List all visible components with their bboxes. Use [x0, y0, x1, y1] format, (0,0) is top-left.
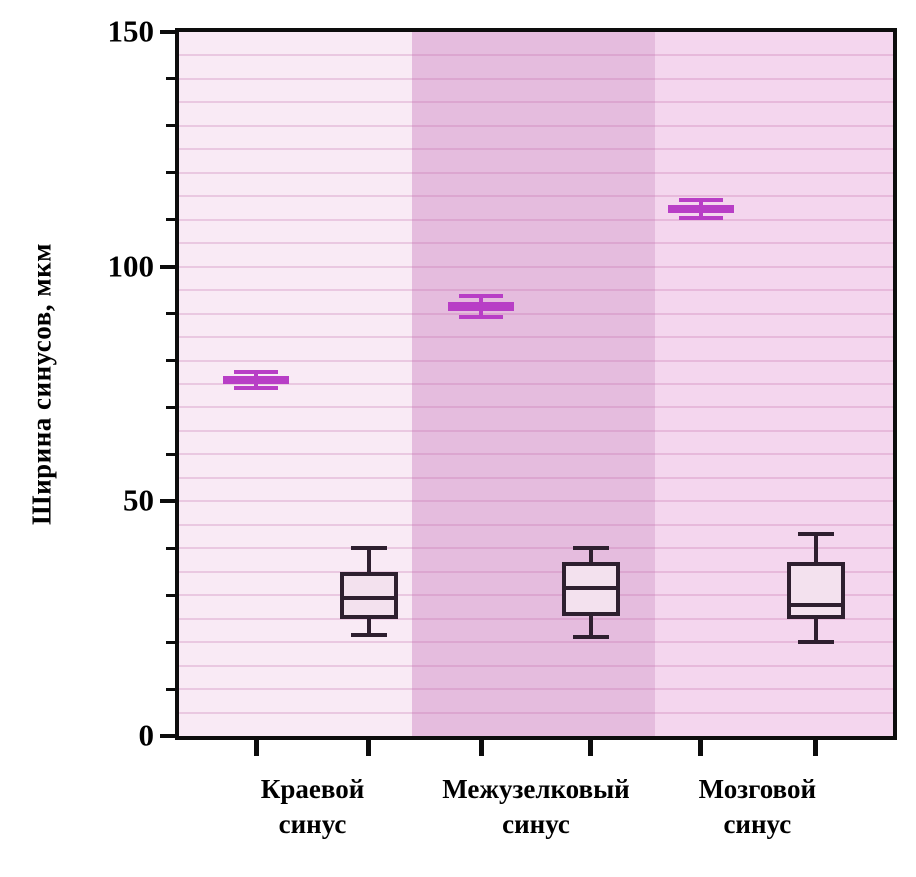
gridline: [179, 383, 893, 385]
gridline: [179, 664, 893, 667]
whisker-cap-max: [572, 546, 609, 551]
y-tick-label: 50: [123, 482, 154, 518]
y-axis-minor-tick: [166, 640, 175, 644]
y-axis-minor-tick: [166, 546, 175, 550]
whisker-cap-max: [678, 197, 723, 202]
gridline: [179, 617, 893, 620]
y-axis-major-tick: [160, 264, 175, 269]
category-band: [411, 32, 656, 736]
category-band: [179, 32, 412, 736]
gridline: [179, 523, 893, 526]
category-label: Межузелковый синус: [442, 774, 630, 840]
box: [339, 571, 398, 619]
y-axis-minor-tick: [166, 171, 175, 175]
gridline: [179, 547, 893, 550]
gridline: [179, 359, 893, 362]
gridline: [179, 406, 893, 409]
y-axis-minor-tick: [166, 452, 175, 456]
whisker-cap-min: [350, 633, 387, 638]
gridline: [179, 429, 893, 432]
y-axis-minor-tick: [166, 218, 175, 222]
whisker-cap-max: [234, 369, 279, 374]
category-band: [655, 32, 893, 736]
y-axis-minor-tick: [166, 77, 175, 81]
x-axis-tick: [366, 740, 372, 756]
whisker-cap-max: [350, 546, 387, 551]
y-axis-minor-tick: [166, 593, 175, 597]
y-axis-minor-tick: [166, 124, 175, 128]
gridline: [179, 195, 893, 198]
gridline: [179, 77, 893, 80]
gridline: [179, 148, 893, 151]
median-line: [339, 595, 398, 600]
gridline: [179, 336, 893, 339]
whisker-cap-min: [234, 385, 279, 390]
y-tick-label: 100: [107, 247, 155, 283]
y-axis-major-tick: [160, 734, 175, 738]
median-line: [561, 586, 620, 591]
category-label: Краевой синус: [260, 774, 365, 840]
median-line: [667, 206, 734, 211]
whisker-cap-max: [459, 293, 504, 298]
gridline: [179, 265, 893, 268]
y-axis-major-tick: [160, 499, 175, 504]
gridline: [179, 124, 893, 127]
whisker-cap-min: [459, 314, 504, 319]
y-axis-minor-tick: [166, 687, 175, 691]
x-axis-tick: [698, 740, 704, 756]
gridline: [179, 312, 893, 315]
y-axis-minor-tick: [166, 312, 175, 316]
gridline: [179, 242, 893, 245]
whisker-cap-max: [797, 532, 834, 537]
gridline: [179, 453, 893, 456]
x-axis-tick: [253, 740, 259, 756]
gridline: [179, 101, 893, 104]
gridline: [179, 641, 893, 644]
gridline: [179, 711, 893, 714]
gridline: [179, 476, 893, 479]
gridline: [179, 594, 893, 597]
gridline: [179, 688, 893, 691]
y-axis-minor-tick: [166, 359, 175, 363]
gridline: [179, 54, 893, 57]
plot-area: [175, 28, 897, 740]
gridline: [179, 500, 893, 503]
y-tick-label: 150: [107, 13, 155, 49]
median-line: [223, 377, 290, 382]
gridline: [179, 218, 893, 221]
category-label: Мозговой синус: [698, 774, 817, 840]
whisker-cap-min: [797, 640, 834, 645]
median-line: [448, 304, 515, 309]
x-axis-tick: [478, 740, 484, 756]
median-line: [786, 602, 845, 607]
box: [786, 562, 845, 619]
gridline: [179, 289, 893, 292]
y-axis-major-tick: [160, 30, 175, 34]
x-axis-tick: [588, 740, 594, 756]
gridline: [179, 171, 893, 174]
y-tick-label: 0: [138, 717, 155, 753]
whisker-cap-min: [572, 635, 609, 640]
y-axis-minor-tick: [166, 405, 175, 409]
gridline: [179, 570, 893, 573]
x-axis-tick: [813, 740, 819, 756]
whisker-cap-min: [678, 216, 723, 221]
y-axis-label: Ширина синусов, мкм: [26, 242, 57, 526]
